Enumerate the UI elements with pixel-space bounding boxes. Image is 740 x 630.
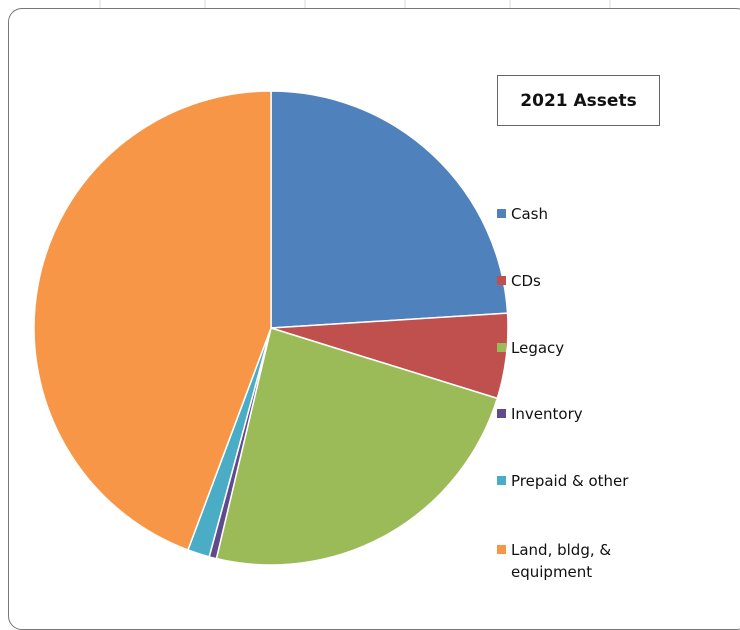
sheet-grid — [99, 0, 611, 8]
legend-item: Land, bldg, & equipment — [497, 539, 667, 583]
page: 2021 Assets Cash CDs Legacy Inventory Prepai… — [8, 0, 740, 630]
legend-swatch — [497, 545, 506, 554]
chart-area — [8, 8, 740, 630]
legend-item: Legacy — [497, 337, 667, 359]
legend-item: Inventory — [497, 403, 667, 425]
legend-label: Prepaid & other — [511, 472, 629, 490]
pie-slice — [33, 90, 272, 551]
chart — [33, 90, 509, 566]
legend-item: CDs — [497, 270, 667, 292]
legend-item: Prepaid & other — [497, 470, 667, 492]
legend-label: Land, bldg, & equipment — [511, 541, 612, 581]
legend-swatch — [497, 209, 506, 218]
legend-swatch — [497, 409, 506, 418]
legend-item: Cash — [497, 203, 667, 225]
pie-slice — [270, 90, 509, 329]
legend-swatch — [497, 343, 506, 352]
legend-label: Legacy — [511, 339, 565, 357]
chart-title: 2021 Assets — [497, 75, 660, 126]
legend-label: Cash — [511, 205, 548, 223]
legend-label: CDs — [511, 272, 541, 290]
pie-slice — [215, 327, 499, 566]
legend-swatch — [497, 476, 506, 485]
legend-label: Inventory — [511, 405, 583, 423]
legend-swatch — [497, 276, 506, 285]
